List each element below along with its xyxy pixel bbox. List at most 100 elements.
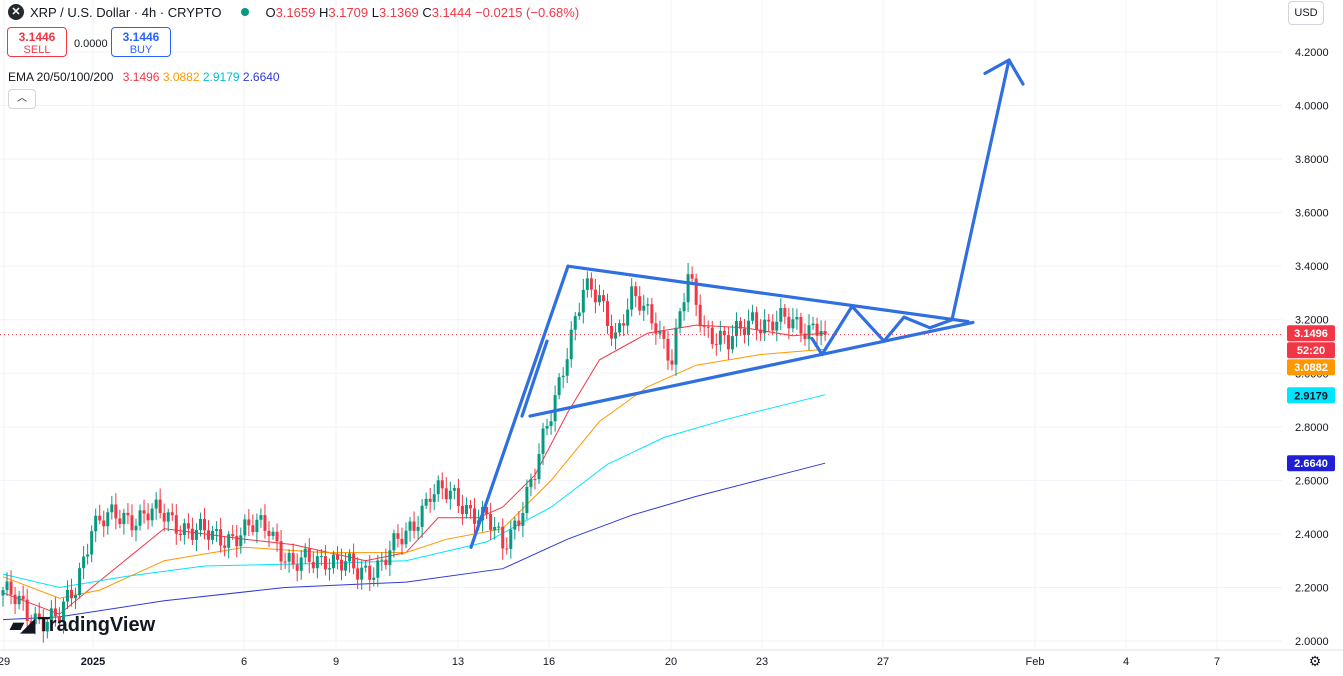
candle-body [215,529,219,531]
candle-body [319,556,323,558]
candle-body [223,545,227,548]
candle-body [638,296,642,311]
candle-body [340,559,344,571]
candle-body [90,531,94,555]
candle-body [271,531,275,536]
candle-body [436,480,440,495]
ohlc-value: 3.1369 [378,4,423,20]
ema20-value: 3.1496 [122,70,160,84]
candle-body [388,550,392,566]
x-tick-label: 16 [543,656,555,668]
candle-body [94,515,98,532]
candle-body [420,505,424,527]
candle-body [17,595,21,605]
ohlc-key: H [318,4,329,20]
candle-body [424,498,428,506]
price-tag: 52:20 [1287,342,1335,359]
candle-body [622,323,626,326]
buy-button[interactable]: 3.1446 BUY [111,27,171,57]
candle-body [78,568,82,596]
xrp-logo-icon: ✕ [8,4,24,20]
price-tag-bg [1287,325,1335,342]
candle-body [666,338,670,361]
candle-body [698,304,702,327]
candle-body [186,523,190,529]
candle-body [356,568,360,580]
breakout-arrow-line [950,58,1011,322]
candle-body [674,327,678,365]
price-tag-bg [1287,342,1335,359]
candle-body [344,561,348,571]
price-tag-label: 3.0882 [1294,362,1328,374]
candle-body [372,577,376,580]
candle-body [364,565,368,568]
candle-body [460,505,464,515]
candle-body [416,526,420,531]
x-tick-label: 6 [241,656,247,668]
candle-body [166,512,170,522]
candle-body [682,302,686,312]
candle-body [767,319,771,322]
candle-body [654,323,658,334]
candle-body [376,560,380,578]
candle-body [710,327,714,345]
price-tag-label: 52:20 [1297,345,1325,357]
candle-body [517,520,521,526]
candle-body [823,331,827,335]
candle-body [279,541,283,562]
candle-body [743,328,747,336]
pennant-left-line [520,339,549,418]
spread-value: 0.0000 [74,38,108,50]
candle-body [706,326,710,328]
candle-body [259,515,263,520]
candle-body [348,553,352,562]
y-tick-label: 3.6000 [1295,208,1329,220]
candle-body [658,330,662,334]
candle-body [634,286,638,297]
candle-body [150,508,154,521]
candle-body [122,512,126,525]
ema-legend[interactable]: EMA 20/50/100/200 3.1496 3.0882 2.9179 2… [8,70,280,84]
market-status-icon [241,8,250,16]
candle-body [730,336,734,350]
chart-settings-button[interactable]: ⚙ [1305,651,1325,671]
flagpole-line [469,264,570,549]
y-tick-label: 4.2000 [1295,47,1329,59]
candle-body [807,325,811,340]
candle-body [618,323,622,333]
sell-price: 3.1446 [18,30,56,44]
buy-price: 3.1446 [122,30,160,44]
sell-button[interactable]: 3.1446 SELL [7,27,67,57]
x-tick-label: 27 [877,656,889,668]
y-tick-label: 2.8000 [1295,422,1329,434]
candle-body [775,321,779,331]
currency-button[interactable]: USD [1288,1,1324,25]
price-tag: 2.6640 [1287,455,1335,472]
candle-body [787,316,791,329]
ohlc-key: L [371,4,379,20]
candle-body [352,553,356,569]
candle-body [597,295,601,303]
candle-body [251,525,255,533]
symbol-title[interactable]: XRP / U.S. Dollar · 4h · CRYPTO [30,4,222,20]
ema200-value: 2.6640 [242,70,280,84]
candle-body [118,518,122,525]
candle-body [239,535,243,547]
candle-body [646,304,650,306]
y-tick-label: 3.4000 [1295,261,1329,273]
price-tag-bg [1287,359,1335,376]
ohlc-values: O3.1659 H3.1709 L3.1369 C3.1444 −0.0215 … [265,5,579,20]
candle-body [110,504,114,513]
y-tick-label: 2.0000 [1295,636,1329,648]
x-tick-label: 7 [1214,656,1220,668]
candle-body [811,323,815,326]
candle-body [25,599,29,622]
candle-body [178,533,182,535]
candle-body [291,552,295,565]
y-tick-label: 2.2000 [1295,582,1329,594]
candle-body [557,377,561,396]
tradingview-logo-icon: ▰◢ [10,615,35,635]
collapse-legend-button[interactable]: ︿ [8,89,36,109]
sell-label: SELL [23,44,51,56]
